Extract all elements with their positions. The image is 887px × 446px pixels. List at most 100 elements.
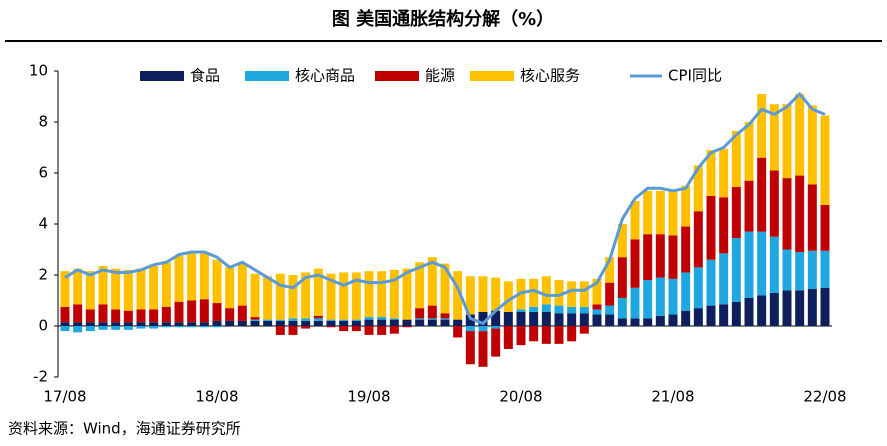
bar: [516, 326, 526, 346]
bar: [415, 318, 425, 320]
bar: [693, 267, 703, 309]
bar: [820, 250, 830, 288]
bar: [440, 319, 450, 326]
bar: [541, 326, 551, 344]
bar: [364, 271, 374, 318]
bar: [503, 326, 513, 349]
bar: [326, 319, 336, 321]
bar: [706, 305, 716, 326]
bar: [326, 326, 336, 328]
bar: [288, 326, 298, 335]
bar: [111, 309, 121, 323]
bar: [149, 309, 159, 323]
bar: [402, 326, 412, 328]
bar: [465, 276, 475, 315]
bar: [440, 263, 450, 314]
bar: [73, 326, 83, 333]
bar: [389, 269, 399, 319]
bar: [351, 272, 361, 320]
bar: [655, 315, 665, 326]
chart-title: 图 美国通胀结构分解（%）: [332, 8, 554, 30]
bar: [199, 253, 209, 300]
bar: [187, 322, 197, 326]
bar: [225, 308, 235, 321]
bar: [212, 320, 222, 326]
legend-label: 核心服务: [520, 67, 580, 85]
bar: [668, 278, 678, 315]
source: 资料来源：Wind，海通证券研究所: [8, 420, 241, 438]
bar: [73, 322, 83, 326]
bar: [529, 311, 539, 326]
bar: [681, 185, 691, 227]
bar: [237, 305, 247, 321]
bar: [301, 326, 311, 329]
bar: [782, 249, 792, 291]
bar: [250, 273, 260, 318]
bar: [275, 320, 285, 326]
bar: [465, 326, 475, 332]
bar: [719, 304, 729, 326]
bar: [187, 300, 197, 323]
bar: [453, 326, 463, 338]
bar: [719, 148, 729, 198]
bar: [491, 310, 501, 326]
x-tick-label: 21/08: [651, 388, 694, 406]
y-tick-label: 6: [38, 164, 48, 182]
bar: [592, 304, 602, 310]
bar: [757, 157, 767, 232]
bar: [187, 326, 197, 328]
bar: [212, 259, 222, 304]
bar: [465, 331, 475, 365]
bar: [85, 322, 95, 326]
bar: [554, 280, 564, 306]
bar: [364, 317, 374, 320]
bar: [643, 234, 653, 281]
bar: [275, 319, 285, 321]
bar: [85, 271, 95, 310]
bar: [807, 289, 817, 326]
bar: [807, 250, 817, 290]
bar: [605, 282, 615, 306]
bar: [807, 184, 817, 251]
bar: [478, 311, 488, 326]
bar: [529, 278, 539, 307]
bar: [60, 326, 70, 332]
bar: [427, 257, 437, 306]
bar: [592, 278, 602, 305]
bar: [681, 272, 691, 311]
bar: [263, 320, 273, 326]
bar: [731, 301, 741, 326]
y-tick-label: 10: [29, 62, 48, 80]
x-tick-label: 22/08: [803, 388, 846, 406]
x-tick-label: 17/08: [43, 388, 86, 406]
y-tick-label: 0: [38, 317, 48, 335]
bar: [288, 318, 298, 321]
bar: [161, 322, 171, 326]
bar: [795, 175, 805, 253]
bar: [351, 326, 361, 332]
bar: [643, 280, 653, 319]
bar: [415, 262, 425, 309]
bar: [567, 326, 577, 342]
bar: [592, 309, 602, 315]
bar: [313, 315, 323, 319]
bar: [377, 319, 387, 326]
bar: [617, 257, 627, 298]
bar: [149, 266, 159, 310]
bar: [288, 320, 298, 326]
bar: [389, 319, 399, 326]
bar: [377, 317, 387, 320]
legend-label: 能源: [425, 67, 455, 85]
bar: [237, 263, 247, 306]
bar: [136, 326, 146, 329]
legend-swatch: [140, 71, 184, 81]
bar: [415, 319, 425, 326]
bar: [377, 271, 387, 318]
bar: [731, 130, 741, 188]
bar: [668, 189, 678, 236]
bar: [541, 311, 551, 326]
bar: [339, 272, 349, 320]
bar: [617, 318, 627, 326]
bar: [757, 231, 767, 296]
